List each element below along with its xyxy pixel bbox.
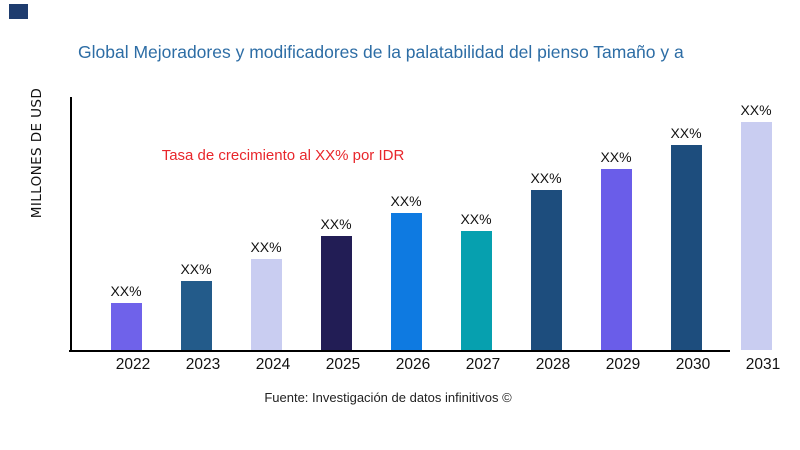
chart-title: Global Mejoradores y modificadores de la…	[78, 42, 684, 62]
x-tick-2031: 2031	[745, 356, 781, 373]
x-tick-2027: 2027	[465, 356, 501, 373]
bar-value-label-2026: XX%	[390, 193, 422, 209]
bar-2026	[390, 213, 422, 350]
growth-annotation: Tasa de crecimiento al XX% por IDR	[161, 147, 405, 164]
y-axis-label: MILLONES DE USD	[29, 87, 45, 219]
bar-2025	[320, 236, 352, 350]
x-tick-2028: 2028	[535, 356, 571, 373]
bar-value-label-2029: XX%	[600, 149, 632, 165]
x-tick-2030: 2030	[675, 356, 711, 373]
bar-value-label-2024: XX%	[250, 239, 282, 255]
bar-value-label-2031: XX%	[740, 102, 772, 118]
x-tick-2026: 2026	[395, 356, 431, 373]
x-tick-2022: 2022	[115, 356, 151, 373]
bar-value-label-2022: XX%	[110, 283, 142, 299]
bar-value-label-2023: XX%	[180, 261, 212, 277]
x-tick-2024: 2024	[255, 356, 291, 373]
bar-2027	[460, 231, 492, 350]
bar-2028	[530, 190, 562, 350]
bar-value-label-2028: XX%	[530, 170, 562, 186]
bar-2022	[110, 303, 142, 350]
x-tick-2029: 2029	[605, 356, 641, 373]
bar-value-label-2030: XX%	[670, 125, 702, 141]
bar-value-label-2025: XX%	[320, 216, 352, 232]
bar-2024	[250, 259, 282, 350]
bar-2023	[180, 281, 212, 350]
x-tick-2023: 2023	[185, 356, 221, 373]
y-axis-line	[70, 97, 72, 351]
bar-2029	[600, 169, 632, 350]
x-tick-2025: 2025	[325, 356, 361, 373]
bar-2031	[740, 122, 772, 350]
bar-value-label-2027: XX%	[460, 211, 492, 227]
logo-mark	[9, 4, 28, 19]
bar-2030	[670, 145, 702, 350]
source-caption: Fuente: Investigación de datos infinitiv…	[264, 390, 512, 405]
x-axis-line	[69, 350, 730, 352]
